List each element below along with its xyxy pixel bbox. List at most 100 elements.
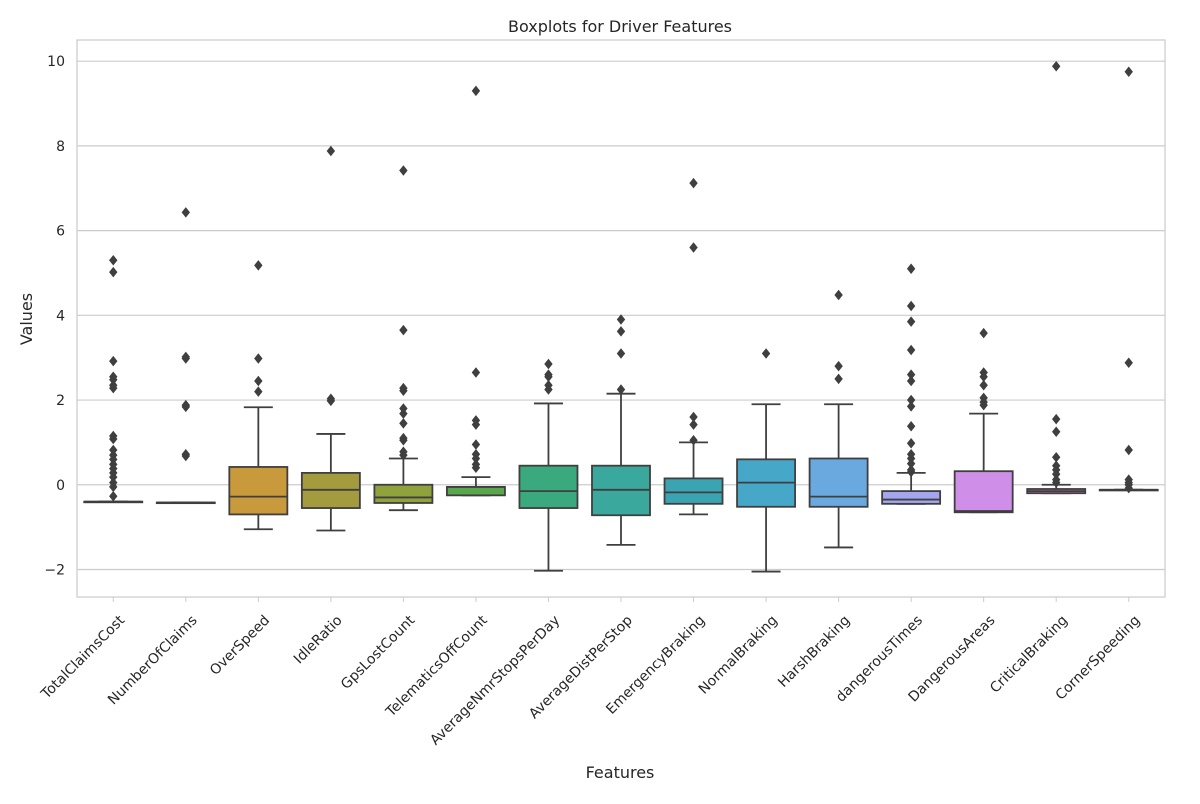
outlier-point [979,327,988,339]
box-iqr [953,470,1014,514]
outlier-point [399,432,408,444]
outlier-point [399,324,408,336]
box-group [228,260,289,531]
outlier-point [689,411,698,423]
box-iqr [446,485,506,497]
box-group [155,207,216,505]
outlier-point [1052,413,1061,425]
y-tick-label: 6 [56,224,65,240]
chart-title: Boxplots for Driver Features [508,17,732,36]
outlier-point [906,316,916,327]
outlier-point [906,437,916,449]
outlier-point [689,419,698,430]
outlier-point [326,393,336,405]
outlier-point [906,344,916,356]
outlier-point [616,384,626,395]
outlier-point [1052,474,1061,485]
outlier-point [1052,61,1061,72]
box-iqr [228,466,289,516]
outlier-point [471,459,481,470]
box-group [663,177,724,516]
outlier-point [399,382,408,394]
outlier-point [109,266,118,278]
y-tick-label: 10 [47,54,65,70]
outlier-point [1124,474,1133,485]
outlier-point [326,145,336,157]
outlier-point [906,300,916,312]
box-group [881,263,942,505]
outlier-point [834,360,843,372]
y-tick-label: −2 [44,562,65,578]
outlier-point [181,207,190,218]
x-tick-label: IdleRatio [291,613,346,668]
box-group [1026,61,1087,495]
outlier-point [906,263,916,274]
outlier-point [181,449,190,460]
outlier-point [1052,460,1061,471]
y-tick-label: 4 [56,308,65,324]
outlier-point [979,379,988,391]
outlier-point [979,392,988,404]
y-tick-label: 2 [56,393,65,409]
box-group [736,348,796,573]
outlier-point [109,430,118,442]
outlier-point [1124,66,1133,78]
outlier-point [616,326,626,337]
outlier-point [109,379,118,391]
outlier-point [979,367,988,378]
box-iqr [881,490,942,505]
box-group [953,327,1014,514]
outlier-point [906,394,916,406]
box-iqr [808,457,869,508]
outlier-point [834,289,843,301]
outlier-point [1124,357,1133,369]
outlier-point [109,371,118,382]
box-group [373,165,434,512]
outlier-point [906,369,916,380]
outlier-point [1052,451,1061,463]
box-iqr [518,464,579,509]
outlier-point [471,415,481,426]
outlier-point [471,439,481,450]
outlier-point [471,449,481,460]
box-group [808,289,869,549]
outlier-point [906,375,916,387]
box-group [300,145,361,532]
outlier-point [1052,426,1061,438]
box-group [1098,66,1159,494]
outlier-point [254,260,263,271]
y-axis-label: Values [17,293,36,345]
plot-area [83,61,1159,573]
x-tick-label: NormalBraking [696,613,781,698]
y-axis-ticks: −2 0 2 4 6 8 10 [44,54,65,578]
y-tick-label: 0 [56,478,65,494]
box-iqr [373,483,434,504]
box-group [83,255,144,504]
x-tick-label: AverageNmrStopsPerDay [427,613,563,749]
outlier-point [399,446,408,457]
outlier-point [689,435,698,446]
box-group [518,358,579,572]
outlier-point [544,379,553,391]
outlier-point [761,348,771,359]
outlier-point [1124,444,1133,456]
outlier-point [471,85,481,97]
box-group [446,85,506,497]
outlier-point [906,401,916,412]
outlier-point [109,477,118,488]
y-tick-label: 8 [56,139,65,155]
x-tick-label: GpsLostCount [338,612,419,693]
outlier-point [399,403,408,414]
outlier-point [181,351,190,363]
box-group [591,314,651,546]
outlier-point [181,399,190,411]
outlier-point [109,255,118,266]
outlier-point [109,444,118,456]
outlier-point [906,421,916,432]
outlier-point [544,369,553,380]
outlier-point [254,353,263,364]
outlier-point [399,165,408,176]
